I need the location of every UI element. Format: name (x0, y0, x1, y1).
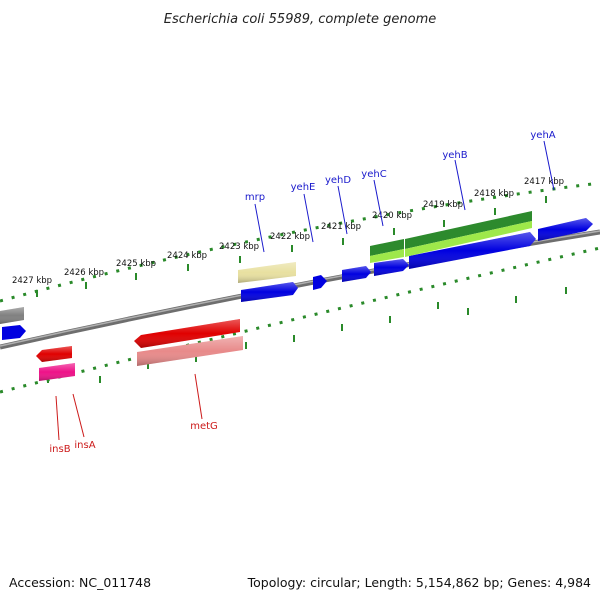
minus-strand-features (36, 319, 243, 381)
minus-label-leaders (55, 373, 203, 441)
kbp-label: 2418 kbp (474, 189, 514, 199)
gene-feature-green (405, 211, 532, 249)
outer-ruler-ticks (36, 196, 547, 297)
gene-yehE (313, 275, 327, 290)
inner-ruler (0, 246, 600, 394)
gene-label-insB: insB (49, 444, 70, 455)
gene-label-yehB: yehB (442, 150, 467, 161)
kbp-label: 2425 kbp (116, 259, 156, 269)
kbp-label: 2424 kbp (167, 251, 207, 261)
inner-ruler-ticks (47, 287, 567, 383)
outer-ruler (0, 181, 600, 303)
gene-label-yehD: yehD (325, 175, 351, 186)
map-title: Escherichia coli 55989, complete genome (164, 12, 436, 27)
plus-strand-features (0, 211, 593, 340)
plus-label-leaders (254, 140, 555, 253)
gene-label-mrp: mrp (245, 192, 265, 203)
gene-label-insA: insA (74, 440, 95, 451)
gene-feature-lime (370, 249, 404, 263)
kbp-labels: 2427 kbp 2426 kbp 2425 kbp 2424 kbp 2423… (12, 177, 564, 286)
kbp-label: 2427 kbp (12, 276, 52, 286)
gene-feature (2, 325, 26, 340)
kbp-label: 2420 kbp (372, 211, 412, 221)
gene-label-yehE: yehE (291, 182, 316, 193)
topology-text: Topology: circular; Length: 5,154,862 bp… (247, 575, 591, 590)
gene-feature-green (370, 239, 404, 256)
minus-gene-labels: insB insA metG (49, 421, 217, 455)
gene-label-yehA: yehA (530, 130, 555, 141)
kbp-label: 2426 kbp (64, 268, 104, 278)
gene-label-yehC: yehC (361, 169, 386, 180)
gene-label-metG: metG (190, 421, 218, 432)
gene-feature-lime (405, 221, 532, 257)
plus-gene-labels: mrp yehE yehD yehC yehB yehA (245, 130, 556, 203)
kbp-label: 2417 kbp (524, 177, 564, 187)
kbp-label: 2423 kbp (219, 242, 259, 252)
kbp-label: 2419 kbp (423, 200, 463, 210)
kbp-label: 2421 kbp (321, 222, 361, 232)
kbp-label: 2422 kbp (270, 232, 310, 242)
accession-text: Accession: NC_011748 (9, 575, 151, 590)
